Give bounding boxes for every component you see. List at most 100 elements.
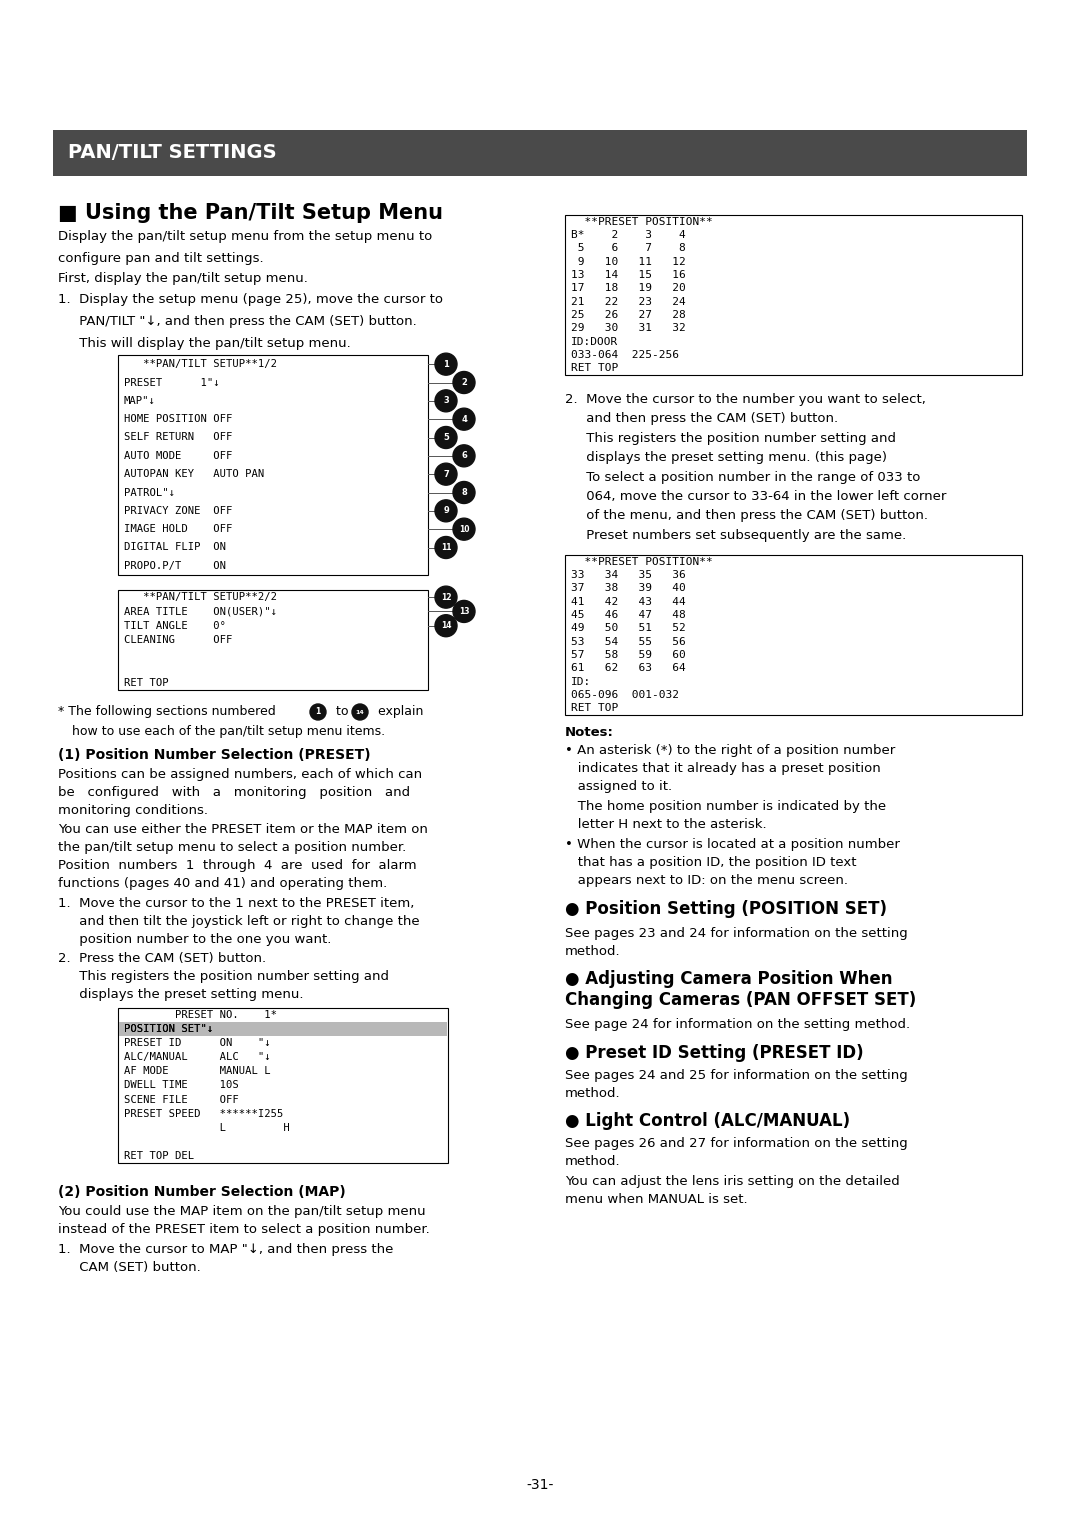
Text: See pages 23 and 24 for information on the setting: See pages 23 and 24 for information on t… — [565, 927, 908, 940]
Text: This registers the position number setting and: This registers the position number setti… — [565, 432, 896, 445]
Text: HOME POSITION OFF: HOME POSITION OFF — [124, 414, 232, 425]
Circle shape — [352, 704, 368, 720]
Text: ● Preset ID Setting (PRESET ID): ● Preset ID Setting (PRESET ID) — [565, 1044, 864, 1062]
Circle shape — [453, 518, 475, 541]
Text: 11: 11 — [441, 542, 451, 552]
Circle shape — [453, 445, 475, 468]
Text: 10: 10 — [459, 524, 469, 533]
Text: 5    6    7    8: 5 6 7 8 — [571, 243, 686, 254]
Text: CLEANING      OFF: CLEANING OFF — [124, 636, 232, 645]
Text: L         H: L H — [124, 1123, 289, 1132]
Text: of the menu, and then press the CAM (SET) button.: of the menu, and then press the CAM (SET… — [565, 509, 928, 523]
FancyBboxPatch shape — [565, 555, 1022, 715]
Text: 9: 9 — [443, 506, 449, 515]
Text: 49   50   51   52: 49 50 51 52 — [571, 623, 686, 633]
Text: RET TOP: RET TOP — [571, 703, 618, 714]
Text: 17   18   19   20: 17 18 19 20 — [571, 283, 686, 293]
Circle shape — [453, 601, 475, 622]
Text: instead of the PRESET item to select a position number.: instead of the PRESET item to select a p… — [58, 1222, 430, 1236]
Text: explain: explain — [374, 704, 423, 718]
Text: **PRESET POSITION**: **PRESET POSITION** — [571, 217, 713, 226]
Text: 6: 6 — [461, 451, 467, 460]
Text: **PRESET POSITION**: **PRESET POSITION** — [571, 556, 713, 567]
Text: The home position number is indicated by the: The home position number is indicated by… — [565, 801, 886, 813]
Text: 12: 12 — [441, 593, 451, 602]
Text: menu when MANUAL is set.: menu when MANUAL is set. — [565, 1193, 747, 1206]
Text: position number to the one you want.: position number to the one you want. — [58, 934, 332, 946]
Text: 033-064  225-256: 033-064 225-256 — [571, 350, 679, 361]
Text: 33   34   35   36: 33 34 35 36 — [571, 570, 686, 581]
FancyBboxPatch shape — [565, 215, 1022, 374]
FancyBboxPatch shape — [119, 1022, 447, 1036]
Text: displays the preset setting menu. (this page): displays the preset setting menu. (this … — [565, 451, 887, 465]
Text: 5: 5 — [443, 432, 449, 442]
Text: ● Light Control (ALC/MANUAL): ● Light Control (ALC/MANUAL) — [565, 1112, 850, 1131]
Text: functions (pages 40 and 41) and operating them.: functions (pages 40 and 41) and operatin… — [58, 877, 388, 889]
Text: AREA TITLE    ON(USER)"↓: AREA TITLE ON(USER)"↓ — [124, 607, 276, 616]
Text: -31-: -31- — [526, 1478, 554, 1491]
Text: monitoring conditions.: monitoring conditions. — [58, 804, 208, 817]
Text: to: to — [332, 704, 352, 718]
Circle shape — [435, 536, 457, 559]
Text: See pages 26 and 27 for information on the setting: See pages 26 and 27 for information on t… — [565, 1137, 908, 1151]
Circle shape — [435, 614, 457, 637]
Text: **PAN/TILT SETUP**1/2: **PAN/TILT SETUP**1/2 — [124, 359, 276, 370]
Text: Changing Cameras (PAN OFFSET SET): Changing Cameras (PAN OFFSET SET) — [565, 992, 916, 1008]
Text: 61   62   63   64: 61 62 63 64 — [571, 663, 686, 674]
Text: 14: 14 — [355, 709, 364, 715]
Text: method.: method. — [565, 944, 621, 958]
Text: 25   26   27   28: 25 26 27 28 — [571, 310, 686, 319]
Text: RET TOP: RET TOP — [124, 678, 168, 688]
Text: PROPO.P/T     ON: PROPO.P/T ON — [124, 561, 226, 571]
Text: 21   22   23   24: 21 22 23 24 — [571, 296, 686, 307]
Text: PATROL"↓: PATROL"↓ — [124, 487, 175, 498]
Text: See page 24 for information on the setting method.: See page 24 for information on the setti… — [565, 1018, 910, 1031]
Text: This will display the pan/tilt setup menu.: This will display the pan/tilt setup men… — [58, 338, 351, 350]
Text: assigned to it.: assigned to it. — [565, 779, 672, 793]
Text: 065-096  001-032: 065-096 001-032 — [571, 691, 679, 700]
Text: See pages 24 and 25 for information on the setting: See pages 24 and 25 for information on t… — [565, 1070, 908, 1082]
Circle shape — [435, 587, 457, 608]
Text: PRESET      1"↓: PRESET 1"↓ — [124, 377, 219, 388]
Text: AUTOPAN KEY   AUTO PAN: AUTOPAN KEY AUTO PAN — [124, 469, 265, 480]
FancyBboxPatch shape — [118, 354, 428, 575]
FancyBboxPatch shape — [118, 590, 428, 691]
Text: CAM (SET) button.: CAM (SET) button. — [58, 1261, 201, 1274]
Text: ■ Using the Pan/Tilt Setup Menu: ■ Using the Pan/Tilt Setup Menu — [58, 203, 443, 223]
Text: 1.  Move the cursor to the 1 next to the PRESET item,: 1. Move the cursor to the 1 next to the … — [58, 897, 415, 911]
Text: ● Adjusting Camera Position When: ● Adjusting Camera Position When — [565, 970, 892, 989]
Text: ALC/MANUAL     ALC   "↓: ALC/MANUAL ALC "↓ — [124, 1053, 271, 1062]
Text: PAN/TILT "↓, and then press the CAM (SET) button.: PAN/TILT "↓, and then press the CAM (SET… — [58, 315, 417, 329]
Circle shape — [310, 704, 326, 720]
Text: 2.  Press the CAM (SET) button.: 2. Press the CAM (SET) button. — [58, 952, 266, 966]
Text: 14: 14 — [441, 622, 451, 630]
Text: You could use the MAP item on the pan/tilt setup menu: You could use the MAP item on the pan/ti… — [58, 1206, 426, 1218]
Text: AF MODE        MANUAL L: AF MODE MANUAL L — [124, 1067, 271, 1076]
Circle shape — [453, 408, 475, 431]
Text: MAP"↓: MAP"↓ — [124, 396, 156, 406]
Text: 8: 8 — [461, 487, 467, 497]
Text: 2.  Move the cursor to the number you want to select,: 2. Move the cursor to the number you wan… — [565, 393, 926, 406]
Text: 1.  Move the cursor to MAP "↓, and then press the: 1. Move the cursor to MAP "↓, and then p… — [58, 1242, 393, 1256]
Text: (2) Position Number Selection (MAP): (2) Position Number Selection (MAP) — [58, 1186, 346, 1199]
Text: 064, move the cursor to 33-64 in the lower left corner: 064, move the cursor to 33-64 in the low… — [565, 490, 946, 503]
Text: PRESET SPEED   ******I255: PRESET SPEED ******I255 — [124, 1109, 283, 1118]
Text: that has a position ID, the position ID text: that has a position ID, the position ID … — [565, 856, 856, 869]
Text: 41   42   43   44: 41 42 43 44 — [571, 596, 686, 607]
Text: Position  numbers  1  through  4  are  used  for  alarm: Position numbers 1 through 4 are used fo… — [58, 859, 417, 872]
Text: POSITION SET"↓: POSITION SET"↓ — [124, 1024, 213, 1034]
Text: PRIVACY ZONE  OFF: PRIVACY ZONE OFF — [124, 506, 232, 516]
Text: 1: 1 — [443, 359, 449, 368]
Text: • An asterisk (*) to the right of a position number: • An asterisk (*) to the right of a posi… — [565, 744, 895, 756]
Text: 29   30   31   32: 29 30 31 32 — [571, 324, 686, 333]
FancyBboxPatch shape — [53, 130, 1027, 176]
Text: 3: 3 — [443, 396, 449, 405]
Text: 53   54   55   56: 53 54 55 56 — [571, 637, 686, 646]
Text: RET TOP: RET TOP — [571, 364, 618, 373]
Text: To select a position number in the range of 033 to: To select a position number in the range… — [565, 471, 920, 484]
Text: You can adjust the lens iris setting on the detailed: You can adjust the lens iris setting on … — [565, 1175, 900, 1187]
Text: 9   10   11   12: 9 10 11 12 — [571, 257, 686, 267]
Text: **PAN/TILT SETUP**2/2: **PAN/TILT SETUP**2/2 — [124, 593, 276, 602]
Text: 4: 4 — [461, 414, 467, 423]
Text: Notes:: Notes: — [565, 726, 613, 740]
